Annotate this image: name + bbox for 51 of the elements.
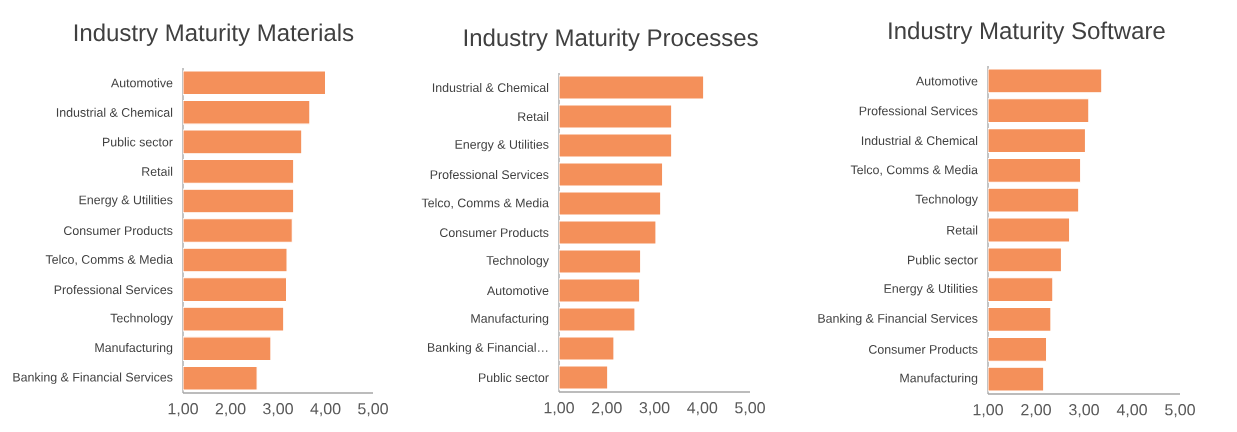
chart-title: Industry Maturity Materials bbox=[74, 23, 354, 46]
y-tick-label: Industrial & Chemical bbox=[861, 135, 978, 146]
y-tick-label: Manufacturing bbox=[900, 373, 978, 385]
y-tick-label: Retail bbox=[142, 166, 173, 176]
x-tick-label: 3,00 bbox=[1069, 404, 1099, 418]
y-tick-label: Manufacturing bbox=[471, 313, 549, 326]
y-tick-label: Automotive bbox=[486, 285, 549, 296]
y-tick-label: Retail bbox=[947, 225, 978, 235]
x-tick-label: 4,00 bbox=[687, 402, 718, 416]
y-tick-label: Consumer Products bbox=[440, 227, 549, 238]
y-tick-label: Manufacturing bbox=[95, 342, 173, 355]
y-tick-label: Banking & Financial Services bbox=[818, 313, 978, 326]
x-tick-label: 4,00 bbox=[310, 403, 341, 417]
y-tick-label: Energy & Utilities bbox=[79, 195, 173, 207]
y-tick-label: Automotive bbox=[915, 76, 978, 86]
x-tick-label: 5,00 bbox=[358, 403, 388, 417]
y-tick-label: Consumer Products bbox=[869, 344, 978, 354]
x-tick-label: 4,00 bbox=[1116, 404, 1147, 418]
y-tick-label: Professional Services bbox=[54, 285, 173, 295]
y-tick-label: Retail bbox=[518, 111, 549, 122]
y-tick-label: Professional Services bbox=[859, 106, 978, 116]
y-tick-label: Public sector bbox=[908, 255, 978, 265]
x-tick-label: 2,00 bbox=[215, 403, 246, 417]
y-tick-label: Professional Services bbox=[430, 169, 549, 180]
y-tick-label: Technology bbox=[110, 313, 173, 325]
x-tick-label: 1,00 bbox=[544, 402, 574, 416]
y-tick-label: Industrial & Chemical bbox=[432, 82, 549, 93]
y-tick-label: Banking & Financial Services bbox=[13, 372, 173, 385]
x-tick-label: 5,00 bbox=[735, 402, 765, 416]
y-tick-label: Energy & Utilities bbox=[455, 139, 549, 152]
y-tick-label: Telco, Comms & Media bbox=[45, 254, 173, 266]
y-tick-label: Energy & Utilities bbox=[884, 283, 978, 296]
y-tick-label: Telco, Comms & Media bbox=[850, 165, 978, 176]
chart-title: Industry Maturity Software bbox=[889, 21, 1165, 44]
y-tick-label: Technology bbox=[486, 255, 549, 268]
x-tick-label: 2,00 bbox=[591, 402, 622, 416]
y-tick-label: Consumer Products bbox=[64, 225, 173, 236]
y-tick-label: Banking & Financial… bbox=[427, 342, 548, 355]
chart-title: Industry Maturity Processes bbox=[464, 28, 758, 51]
x-tick-label: 5,00 bbox=[1165, 404, 1195, 418]
y-tick-label: Telco, Comms & Media bbox=[421, 198, 549, 209]
y-tick-label: Public sector bbox=[479, 372, 549, 383]
y-tick-label: Industrial & Chemical bbox=[56, 107, 173, 117]
x-tick-label: 1,00 bbox=[973, 404, 1003, 418]
x-tick-label: 1,00 bbox=[168, 403, 198, 417]
x-tick-label: 3,00 bbox=[263, 403, 293, 417]
y-tick-label: Automotive bbox=[110, 78, 173, 88]
y-tick-label: Technology bbox=[915, 194, 978, 206]
x-tick-label: 3,00 bbox=[639, 402, 670, 416]
y-tick-label: Public sector bbox=[103, 137, 173, 147]
x-tick-label: 2,00 bbox=[1021, 404, 1051, 418]
